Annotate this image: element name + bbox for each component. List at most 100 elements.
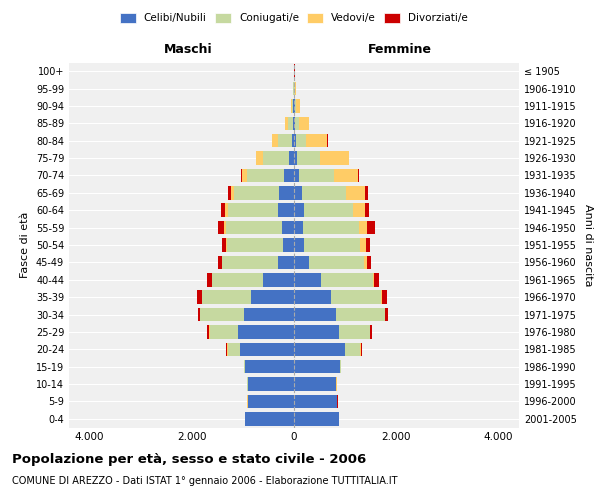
Legend: Celibi/Nubili, Coniugati/e, Vedovi/e, Divorziati/e: Celibi/Nubili, Coniugati/e, Vedovi/e, Di… [118, 11, 470, 26]
Bar [294, 290, 331, 304]
Bar [294, 152, 296, 165]
Bar [294, 325, 339, 338]
Bar [302, 186, 346, 200]
Bar [292, 134, 294, 147]
Bar [224, 221, 226, 234]
Bar [361, 342, 362, 356]
Bar [365, 204, 368, 217]
Bar [221, 204, 226, 217]
Text: Femmine: Femmine [368, 44, 432, 57]
Bar [228, 204, 278, 217]
Text: COMUNE DI AREZZO - Dati ISTAT 1° gennaio 2006 - Elaborazione TUTTITALIA.IT: COMUNE DI AREZZO - Dati ISTAT 1° gennaio… [12, 476, 398, 486]
Bar [200, 308, 244, 322]
Bar [282, 221, 294, 234]
Bar [365, 238, 370, 252]
Bar [304, 204, 353, 217]
Bar [294, 256, 309, 269]
Bar [284, 168, 294, 182]
Bar [340, 360, 341, 374]
Bar [304, 238, 361, 252]
Bar [358, 168, 359, 182]
Bar [294, 394, 337, 408]
Bar [296, 152, 320, 165]
Bar [359, 221, 367, 234]
Bar [212, 273, 263, 286]
Bar [294, 378, 336, 391]
Bar [241, 168, 242, 182]
Bar [374, 273, 379, 286]
Bar [309, 256, 364, 269]
Bar [292, 99, 293, 112]
Bar [382, 290, 387, 304]
Bar [278, 134, 292, 147]
Bar [242, 168, 247, 182]
Bar [197, 290, 202, 304]
Bar [234, 186, 279, 200]
Bar [294, 360, 340, 374]
Bar [223, 256, 278, 269]
Bar [367, 221, 375, 234]
Bar [245, 360, 294, 374]
Text: Popolazione per età, sesso e stato civile - 2006: Popolazione per età, sesso e stato civil… [12, 452, 366, 466]
Bar [238, 325, 294, 338]
Bar [306, 134, 327, 147]
Text: Maschi: Maschi [164, 44, 212, 57]
Bar [294, 308, 336, 322]
Bar [303, 221, 359, 234]
Bar [370, 325, 372, 338]
Bar [279, 186, 294, 200]
Bar [208, 325, 209, 338]
Bar [226, 342, 227, 356]
Bar [294, 342, 345, 356]
Bar [294, 204, 304, 217]
Bar [294, 168, 299, 182]
Bar [218, 256, 221, 269]
Bar [361, 238, 365, 252]
Bar [294, 116, 295, 130]
Bar [353, 204, 365, 217]
Bar [373, 273, 374, 286]
Bar [294, 238, 304, 252]
Bar [256, 152, 263, 165]
Bar [294, 186, 302, 200]
Bar [295, 116, 299, 130]
Bar [288, 116, 293, 130]
Bar [202, 290, 251, 304]
Bar [278, 256, 294, 269]
Bar [221, 256, 223, 269]
Bar [248, 378, 294, 391]
Bar [207, 273, 212, 286]
Bar [385, 308, 388, 322]
Bar [251, 290, 294, 304]
Bar [336, 308, 385, 322]
Bar [291, 99, 292, 112]
Bar [364, 256, 367, 269]
Bar [244, 360, 245, 374]
Bar [247, 168, 284, 182]
Bar [226, 238, 227, 252]
Bar [263, 152, 289, 165]
Bar [227, 342, 241, 356]
Bar [245, 412, 294, 426]
Bar [346, 186, 365, 200]
Bar [294, 221, 303, 234]
Bar [339, 325, 370, 338]
Bar [230, 186, 234, 200]
Bar [226, 221, 282, 234]
Bar [209, 325, 238, 338]
Bar [227, 238, 283, 252]
Bar [296, 99, 300, 112]
Bar [226, 204, 228, 217]
Bar [272, 134, 278, 147]
Bar [294, 134, 296, 147]
Bar [296, 134, 306, 147]
Bar [367, 256, 371, 269]
Bar [283, 238, 294, 252]
Bar [320, 273, 373, 286]
Bar [263, 273, 294, 286]
Bar [197, 308, 200, 322]
Bar [218, 221, 224, 234]
Bar [289, 152, 294, 165]
Bar [299, 116, 309, 130]
Bar [278, 204, 294, 217]
